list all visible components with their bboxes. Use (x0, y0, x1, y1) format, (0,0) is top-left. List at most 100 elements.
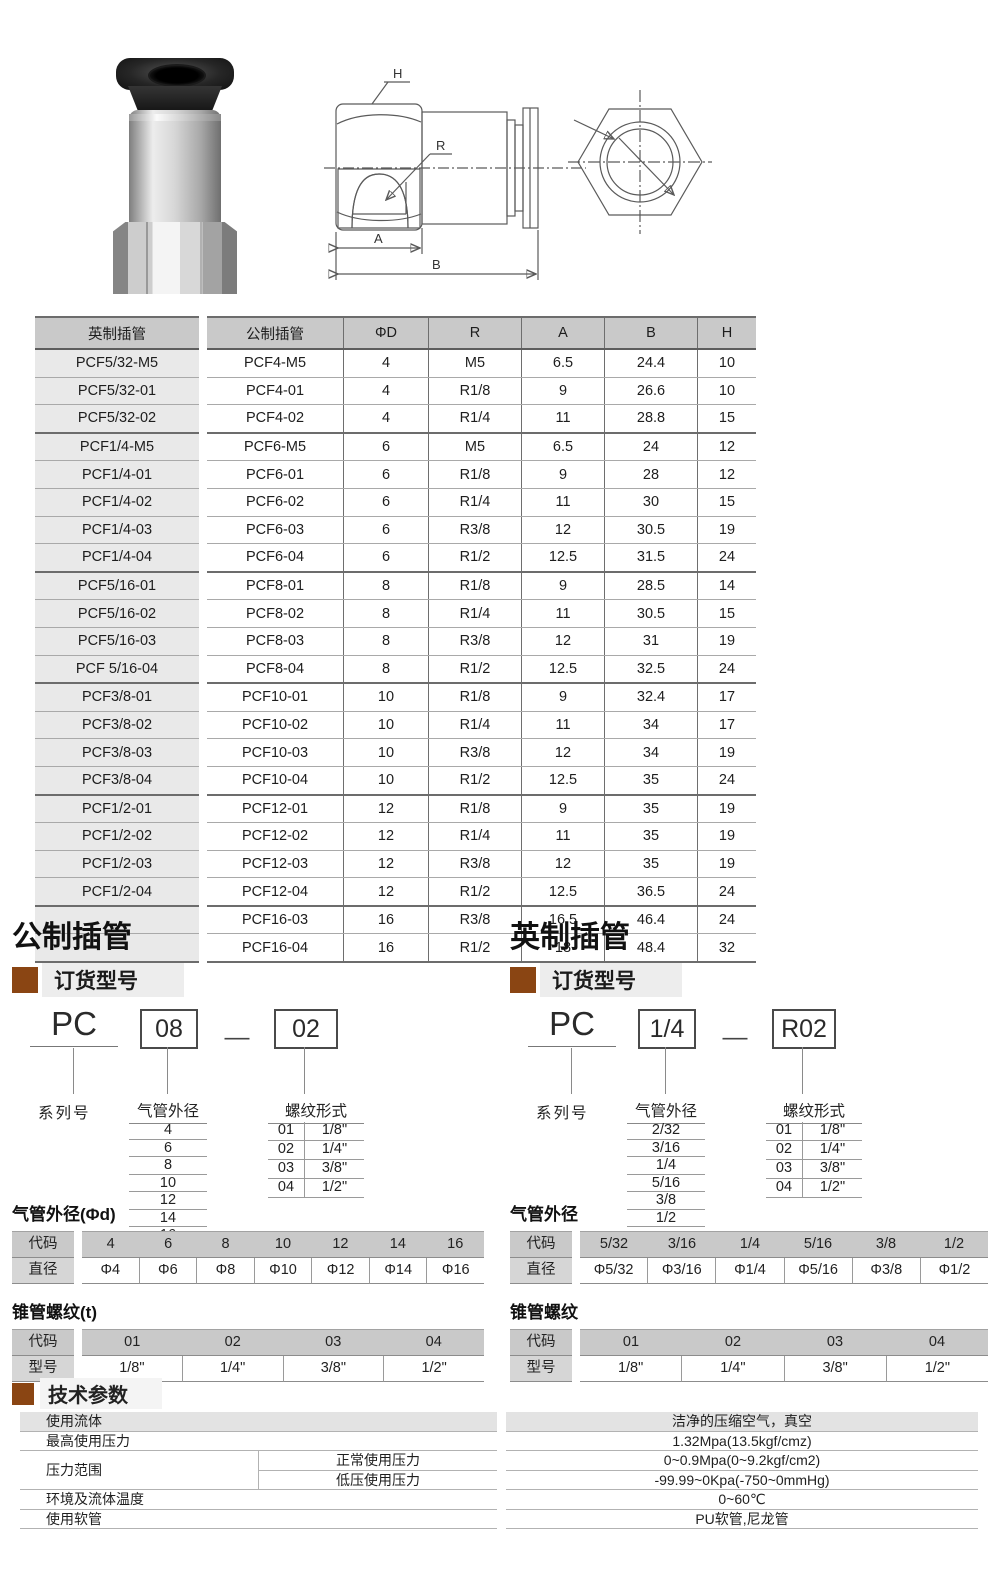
metric-model-cell: PCF6-04 (203, 543, 344, 573)
tech-params-title: 技术参数 (40, 1378, 162, 1409)
thread-option-row: 04 1/2" (766, 1179, 862, 1198)
tech-param-label: 环境及流体温度 (20, 1489, 506, 1510)
tech-table-body: 使用流体 洁净的压缩空气，真空 最高使用压力 1.32Mpa(13.5kgf/cmz)… (20, 1412, 978, 1529)
metric-model-cell: PCF4-M5 (203, 349, 344, 378)
dim-a-cell: 9 (521, 377, 605, 406)
spec-table-row: PCF1/4-04 PCF6-04 6 R1/2 12.5 31.5 24 (35, 543, 756, 573)
imperial-model-cell: PCF1/4-02 (35, 488, 207, 517)
thread-option-row: 04 1/2" (268, 1179, 364, 1198)
value-cell: Φ16 (426, 1258, 485, 1284)
tech-param-value: 0~60℃ (501, 1489, 978, 1510)
value-cell: 01 (580, 1329, 682, 1356)
metric-size-label: 气管外径 (129, 1099, 207, 1124)
value-cell: 16 (426, 1231, 484, 1258)
value-cell: Φ1/2 (919, 1258, 989, 1284)
od-cell: 4 (343, 349, 429, 378)
imperial-section: 英制插管 订货型号 PC 1/4 — R02 系列号 气管外径 2/32 3/16… (510, 912, 996, 1227)
dim-h-cell: 10 (697, 349, 756, 378)
dim-h-cell: 14 (697, 571, 756, 601)
dim-label-b: B (432, 257, 441, 272)
imperial-order-diagram: PC 1/4 — R02 系列号 气管外径 2/32 3/16 1/4 5/16 3/8… (510, 1001, 996, 1227)
row-label: 代码 (12, 1329, 74, 1356)
thread-cell: R1/4 (428, 711, 522, 740)
imperial-size-code-box: 1/4 (638, 1009, 696, 1049)
thread-option-row: 02 1/4" (766, 1141, 862, 1160)
dim-b-cell: 36.5 (604, 877, 698, 907)
spec-table-row: PCF5/16-02 PCF8-02 8 R1/4 11 30.5 15 (35, 599, 756, 628)
value-cell: 1/4" (681, 1356, 784, 1382)
mini-table-row: 直径 Φ5/32 Φ3/16 Φ1/4 Φ5/16 Φ3/8 Φ1/2 (510, 1258, 989, 1284)
thread-cell: R1/2 (428, 766, 522, 796)
size-option: 3/16 (627, 1140, 705, 1157)
metric-od-table-title: 气管外径(Φd) (12, 1205, 116, 1224)
dim-b-cell: 35 (604, 850, 698, 879)
od-cell: 6 (343, 460, 429, 489)
spec-table-row: PCF3/8-04 PCF10-04 10 R1/2 12.5 35 24 (35, 766, 756, 796)
size-option: 5/16 (627, 1175, 705, 1192)
metric-thread-code-box: 02 (274, 1009, 338, 1049)
value-cell: Φ5/32 (580, 1258, 648, 1284)
spec-table-row: PCF1/4-02 PCF6-02 6 R1/4 11 30 15 (35, 488, 756, 517)
value-cell: Φ3/16 (647, 1258, 716, 1284)
imperial-model-cell: PCF5/32-01 (35, 377, 207, 406)
imperial-size-list: 2/32 3/16 1/4 5/16 3/8 1/2 (627, 1122, 705, 1227)
dim-b-cell: 35 (604, 794, 698, 824)
dim-b-cell: 48.4 (604, 933, 698, 964)
imperial-model-cell: PCF3/8-04 (35, 766, 207, 796)
sleeve-ring (129, 114, 221, 121)
dim-h-cell: 15 (697, 404, 756, 434)
dim-h-cell: 19 (697, 516, 756, 545)
dim-h-cell: 17 (697, 683, 756, 712)
thread-size: 1/8" (819, 1122, 846, 1138)
thread-option-row: 02 1/4" (268, 1141, 364, 1160)
mini-table-row: 代码 5/32 3/16 1/4 5/16 3/8 1/2 (510, 1231, 988, 1258)
dim-b-cell: 24.4 (604, 349, 698, 378)
tech-param-row: 环境及流体温度 0~60℃ (20, 1489, 978, 1510)
imperial-thread-table: 代码 01 02 03 04 型号 1/8" 1/4" 3/8" 1/2" (510, 1329, 988, 1382)
dim-a-cell: 6.5 (521, 349, 605, 378)
imperial-model-cell: PCF5/16-03 (35, 627, 207, 656)
imperial-model-cell: PCF1/4-01 (35, 460, 207, 489)
row-label: 型号 (510, 1356, 572, 1382)
value-cell: Φ12 (311, 1258, 369, 1284)
value-cell: 1/4 (716, 1231, 784, 1258)
metal-sleeve (129, 110, 221, 222)
size-option: 10 (129, 1175, 207, 1192)
metric-model-cell: PCF8-01 (203, 571, 344, 601)
imperial-model-cell (35, 933, 207, 964)
dim-b-cell: 28.5 (604, 571, 698, 601)
connector-line (802, 1047, 803, 1094)
connector-line (73, 1048, 74, 1094)
spec-table-row: PCF 5/16-04 PCF8-04 8 R1/2 12.5 32.5 24 (35, 655, 756, 685)
spec-table-row: PCF3/8-02 PCF10-02 10 R1/4 11 34 17 (35, 711, 756, 740)
metric-order-strip: 订货型号 (12, 963, 498, 997)
dim-a-cell: 9 (521, 571, 605, 601)
imperial-series-code: PC (528, 1005, 616, 1047)
value-cell: 3/8" (282, 1356, 384, 1382)
brown-square-icon (510, 967, 536, 993)
metric-model-cell: PCF4-01 (203, 377, 344, 406)
value-cell: 8 (196, 1231, 255, 1258)
dim-h-cell: 24 (697, 905, 756, 935)
connector-line (665, 1047, 666, 1094)
value-cell: Φ4 (82, 1258, 139, 1284)
value-cell: 10 (254, 1231, 312, 1258)
od-cell: 16 (343, 905, 429, 935)
connector-line (167, 1047, 168, 1094)
thread-cell: R1/8 (428, 794, 522, 824)
spec-table-row: PCF3/8-01 PCF10-01 10 R1/8 9 32.4 17 (35, 683, 756, 712)
dim-b-cell: 28 (604, 460, 698, 489)
od-cell: 12 (343, 877, 429, 907)
size-option: 14 (129, 1210, 207, 1227)
imperial-model-cell: PCF3/8-02 (35, 711, 207, 740)
dim-b-cell: 32.4 (604, 683, 698, 712)
metric-model-cell: PCF16-03 (203, 905, 344, 935)
thread-code: 02 (766, 1141, 803, 1159)
thread-cell: R3/8 (428, 516, 522, 545)
spec-table-row: PCF1/4-M5 PCF6-M5 6 M5 6.5 24 12 (35, 432, 756, 462)
mini-table-row: 直径 Φ4 Φ6 Φ8 Φ10 Φ12 Φ14 Φ16 (12, 1258, 485, 1284)
thread-cell: R1/2 (428, 933, 522, 964)
spec-table-row: PCF1/4-01 PCF6-01 6 R1/8 9 28 12 (35, 460, 756, 489)
hex-nut (113, 222, 237, 294)
connector-line (304, 1047, 305, 1094)
